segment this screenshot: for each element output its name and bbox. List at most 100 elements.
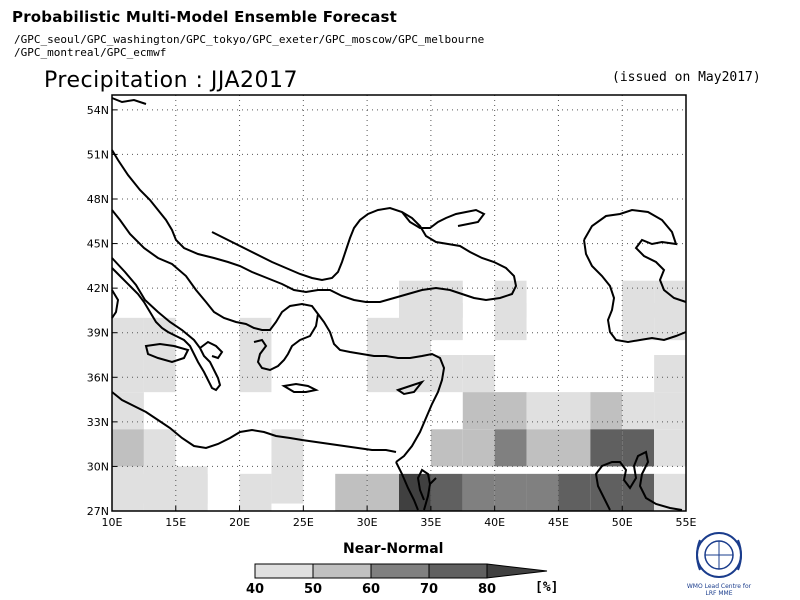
coastlines bbox=[111, 97, 687, 511]
lon-tick-label: 40E bbox=[484, 516, 505, 529]
lat-tick-label: 45N bbox=[87, 238, 109, 251]
coastline-crimea bbox=[401, 208, 486, 229]
probability-cell bbox=[526, 392, 559, 430]
lon-tick-label: 35E bbox=[420, 516, 441, 529]
lat-tick-label: 33N bbox=[87, 416, 109, 429]
issued-date: (issued on May2017) bbox=[612, 70, 761, 85]
legend-unit: [%] bbox=[535, 580, 559, 595]
probability-cell bbox=[239, 355, 272, 393]
coastline-italy bbox=[111, 257, 222, 392]
lon-tick-label: 30E bbox=[357, 516, 378, 529]
map-frame bbox=[111, 94, 687, 512]
logo-caption: WMO Lead Centre for LRF MME bbox=[686, 583, 752, 597]
probability-cell bbox=[239, 473, 272, 511]
lon-tick-label: 50E bbox=[612, 516, 633, 529]
legend-label: 40 bbox=[246, 582, 264, 597]
coastline-red-sea bbox=[395, 461, 437, 511]
probability-cell bbox=[271, 429, 304, 467]
coastline-black-sea bbox=[111, 149, 518, 303]
lon-tick-label: 55E bbox=[676, 516, 697, 529]
coastline-north-wisp bbox=[111, 97, 147, 105]
probability-cell bbox=[112, 392, 144, 430]
legend-colorbar: 40 50 60 70 80 bbox=[246, 563, 548, 597]
probability-cell bbox=[367, 355, 399, 393]
probability-cell bbox=[367, 473, 399, 511]
probability-cell bbox=[558, 392, 591, 430]
legend-swatch-arrow bbox=[486, 563, 548, 579]
coastline-italy-heel bbox=[199, 340, 224, 360]
probability-cell bbox=[112, 429, 144, 467]
probability-cell bbox=[430, 303, 463, 341]
probability-cell bbox=[112, 473, 144, 511]
island-sicily bbox=[144, 342, 190, 364]
lon-tick-label: 15E bbox=[165, 516, 186, 529]
coastline-caspian bbox=[583, 208, 687, 344]
probability-cell bbox=[590, 392, 623, 430]
probability-cell bbox=[271, 466, 304, 504]
island-crete bbox=[281, 382, 320, 393]
axis-ticks: 10E 15E 20E 25E 30E 35E 40E 45E 50E 55E 27N 30N 33N 3… bbox=[87, 104, 697, 529]
probability-cell bbox=[622, 303, 655, 341]
probability-cell bbox=[494, 473, 527, 511]
lat-tick-label: 48N bbox=[87, 193, 109, 206]
lat-tick-label: 30N bbox=[87, 460, 109, 473]
island-sardinia bbox=[111, 289, 120, 319]
legend-swatch bbox=[312, 563, 372, 579]
probability-cell bbox=[143, 429, 176, 467]
legend-swatch bbox=[254, 563, 314, 579]
probability-cell bbox=[430, 429, 463, 467]
figure-title: Probabilistic Multi-Model Ensemble Forec… bbox=[12, 8, 398, 26]
probability-cell bbox=[462, 473, 495, 511]
probability-cell bbox=[526, 429, 559, 467]
probability-cell bbox=[590, 429, 623, 467]
probability-cell bbox=[590, 473, 623, 511]
probability-cell bbox=[462, 392, 495, 430]
legend-swatch bbox=[370, 563, 430, 579]
lon-tick-label: 45E bbox=[548, 516, 569, 529]
lon-tick-label: 10E bbox=[102, 516, 123, 529]
legend-label: 80 bbox=[478, 582, 496, 597]
probability-cell bbox=[654, 355, 686, 393]
probability-cells bbox=[112, 280, 686, 511]
probability-cell bbox=[175, 473, 208, 511]
lat-tick-label: 42N bbox=[87, 282, 109, 295]
probability-cell bbox=[112, 355, 144, 393]
probability-cell bbox=[430, 355, 463, 393]
probability-cell bbox=[526, 473, 559, 511]
probability-cell bbox=[494, 392, 527, 430]
legend-label: 70 bbox=[420, 582, 438, 597]
probability-cell bbox=[558, 429, 591, 467]
probability-cell bbox=[622, 392, 655, 430]
probability-cell bbox=[622, 473, 655, 511]
lat-tick-label: 39N bbox=[87, 327, 109, 340]
coastline-north-africa bbox=[111, 391, 397, 453]
lat-tick-label: 51N bbox=[87, 148, 109, 161]
lat-tick-label: 54N bbox=[87, 104, 109, 117]
probability-cell bbox=[654, 392, 686, 430]
probability-cell bbox=[494, 429, 527, 467]
gpc-list-line1: /GPC_seoul/GPC_washington/GPC_tokyo/GPC_… bbox=[14, 33, 485, 46]
lon-tick-label: 20E bbox=[229, 516, 250, 529]
lon-tick-label: 25E bbox=[293, 516, 314, 529]
probability-cell bbox=[430, 473, 463, 511]
legend-label: 50 bbox=[304, 582, 322, 597]
lat-tick-label: 27N bbox=[87, 505, 109, 518]
probability-cell bbox=[399, 355, 431, 393]
probability-cell bbox=[558, 473, 591, 511]
probability-cell bbox=[112, 317, 144, 355]
coastline-turkey bbox=[317, 313, 446, 463]
gpc-list-line2: /GPC_montreal/GPC_ecmwf bbox=[14, 46, 167, 59]
coastline-persian-gulf bbox=[594, 450, 683, 511]
legend-swatch bbox=[428, 563, 488, 579]
probability-cell bbox=[143, 317, 176, 355]
probability-cell bbox=[367, 317, 399, 355]
probability-cell bbox=[143, 355, 176, 393]
probability-cell bbox=[494, 303, 527, 341]
legend-label: 60 bbox=[362, 582, 380, 597]
legend-title: Near-Normal bbox=[343, 541, 444, 557]
lat-tick-label: 36N bbox=[87, 371, 109, 384]
probability-cell bbox=[462, 355, 495, 393]
island-cyprus bbox=[395, 379, 425, 396]
probability-cell bbox=[143, 473, 176, 511]
